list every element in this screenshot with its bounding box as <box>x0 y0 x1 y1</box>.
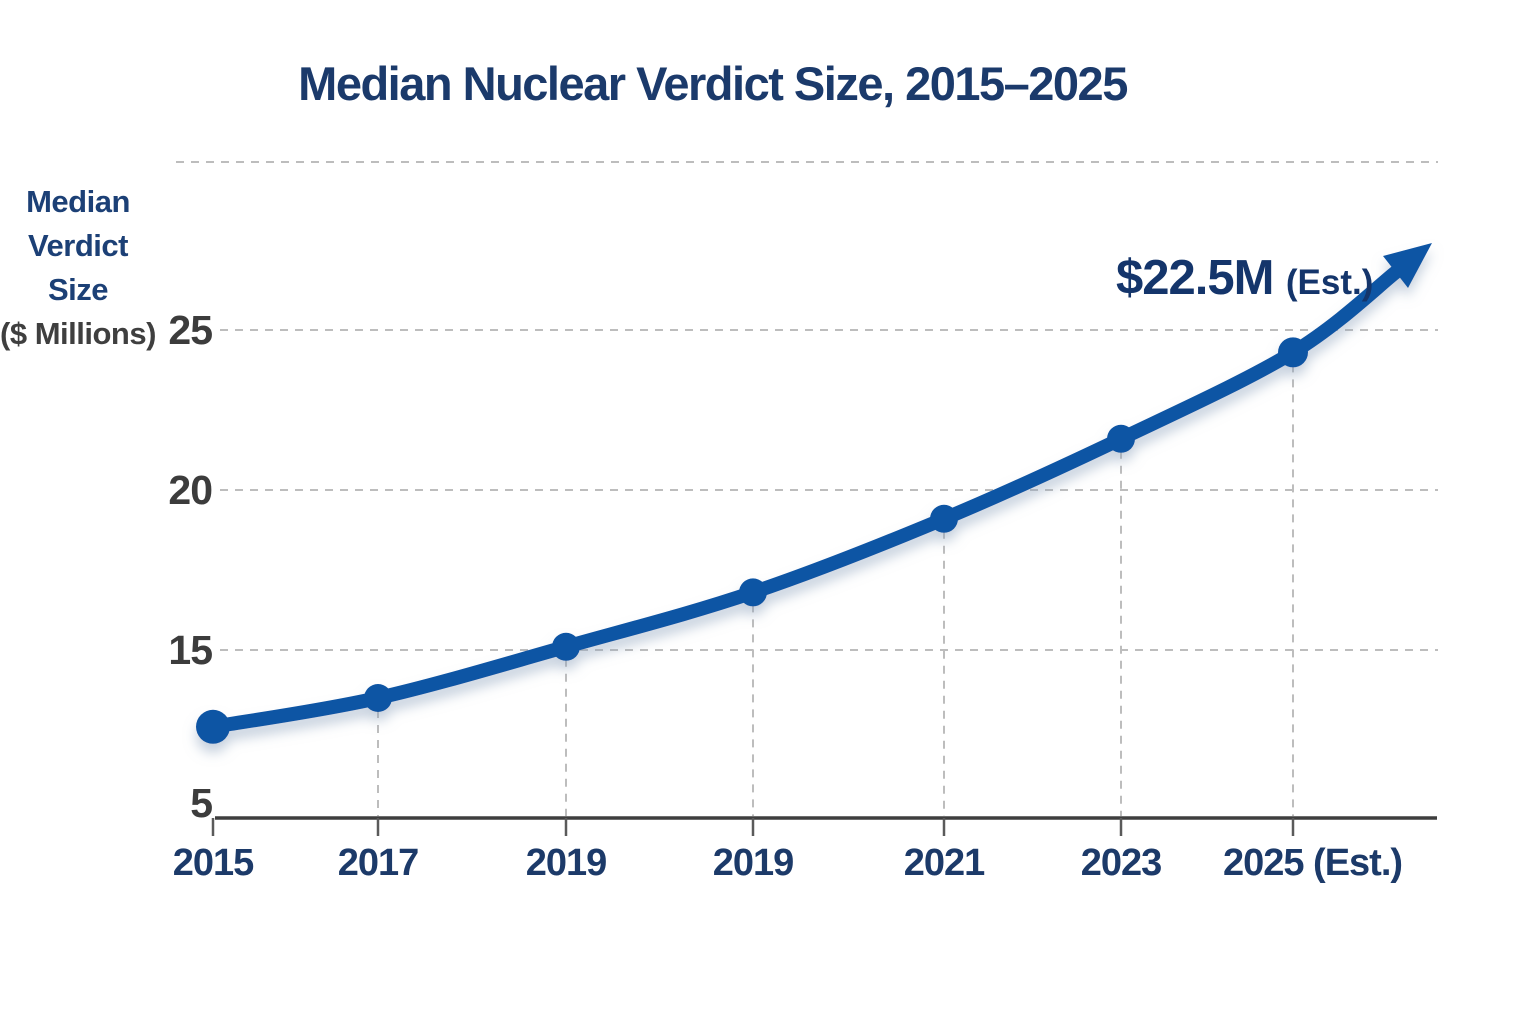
x-tick-2017: 2017 <box>337 842 420 884</box>
x-tick-2021: 2021 <box>903 842 986 884</box>
trend-line <box>206 265 1403 734</box>
data-point-2025-est- <box>1278 337 1308 368</box>
x-tick-2023: 2023 <box>1080 842 1163 884</box>
y-tick-5: 5 <box>190 780 213 826</box>
y-axis-title-line1: Median <box>26 184 130 219</box>
y-tick-25: 25 <box>168 307 213 353</box>
y-axis-title-line2: Verdict Size <box>28 228 128 307</box>
data-point-2021 <box>930 504 958 533</box>
x-tick-2025-est: 2025 (Est.) <box>1222 842 1403 884</box>
data-point-2019 <box>552 632 580 661</box>
data-point-2023 <box>1107 424 1135 453</box>
x-tick-2015: 2015 <box>172 842 255 884</box>
y-tick-20: 20 <box>168 467 213 513</box>
y-axis-title: Median Verdict Size ($ Millions) <box>0 180 160 356</box>
final-value-annotation: $22.5M (Est.) <box>1116 250 1373 306</box>
y-tick-15: 15 <box>168 627 213 673</box>
y-axis-title-units: ($ Millions) <box>0 316 156 351</box>
x-tick-2019a: 2019 <box>525 842 608 884</box>
arrowhead-icon <box>1383 243 1432 288</box>
final-value: $22.5M <box>1116 251 1274 305</box>
data-point-2019 <box>739 578 767 607</box>
data-point-2015 <box>196 709 230 744</box>
trend-line-group <box>196 243 1432 744</box>
data-point-2017 <box>364 684 392 712</box>
chart-title: Median Nuclear Verdict Size, 2015–2025 <box>298 57 1128 110</box>
x-tick-2019b: 2019 <box>712 842 795 884</box>
final-value-qualifier: (Est.) <box>1285 263 1374 302</box>
